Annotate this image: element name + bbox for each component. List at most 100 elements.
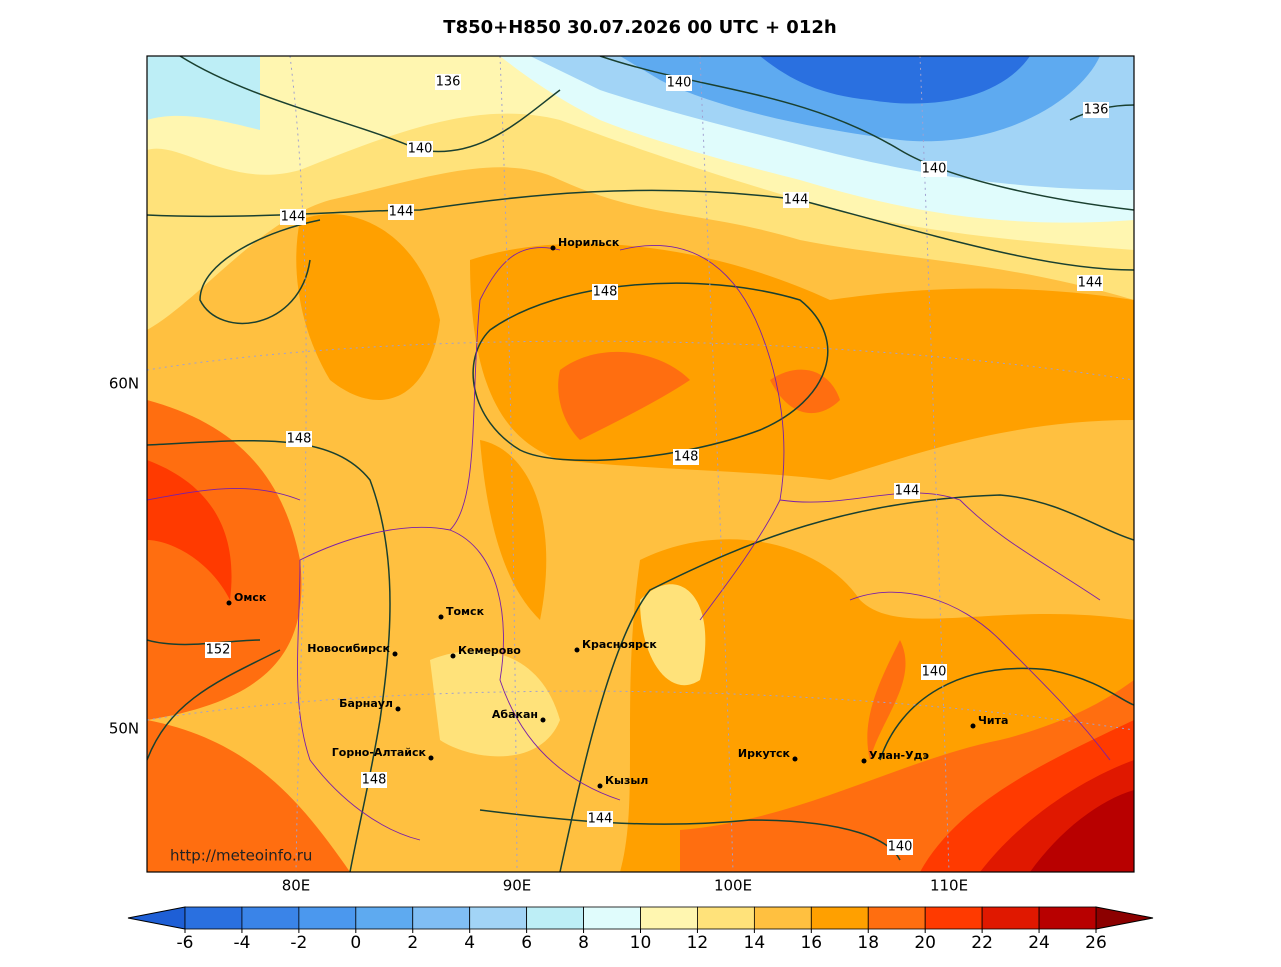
city-dot [861,758,867,764]
contour-label-bg [1083,102,1109,118]
colorbar-arrow-low [127,906,186,930]
colorbar-bin [583,906,641,930]
contour-label-bg [407,141,433,157]
lat-label: 60N [109,375,139,393]
colorbar-tick-label: 6 [521,933,532,953]
contour-label: 140 [667,76,692,91]
lat-label: 50N [109,720,139,738]
colorbar-tick-label: 18 [857,933,879,953]
contour-label: 140 [888,840,913,855]
colorbar-tick-label: 8 [578,933,589,953]
contour-label-bg [666,75,692,91]
city-dot [540,717,546,723]
lon-label: 110E [930,877,968,895]
contour-label-bg [887,839,913,855]
colorbar-bin [412,906,471,930]
city-dot [226,600,232,606]
contour-label-bg [280,209,306,225]
colorbar-tick-label: 10 [630,933,652,953]
city-label: Горно-Алтайск [332,746,427,759]
contour-label: 144 [895,484,920,499]
contour-label-bg [921,161,947,177]
city-label: Барнаул [339,697,393,710]
contour-label: 144 [588,812,613,827]
city-dot [792,756,798,762]
colorbar-arrow-high [1095,906,1154,930]
contour-label: 136 [1084,103,1109,118]
colorbar-bin [924,906,983,930]
contour-label-bg [894,483,920,499]
colorbar-tick-label: -4 [233,933,250,953]
city-dot [438,614,444,620]
contour-label-bg [205,642,231,658]
colorbar-tick-label: 4 [464,933,475,953]
colorbar-tick-label: 16 [800,933,822,953]
city-label: Чита [978,714,1008,727]
contour-label-bg [388,204,414,220]
field [147,56,1134,872]
colorbar-tick-label: 0 [350,933,361,953]
contour-label: 140 [922,162,947,177]
city-dot [395,706,401,712]
contour-label-bg [587,811,613,827]
colorbar-tick-label: 26 [1085,933,1107,953]
city-dot [392,651,398,657]
contour-label-bg [673,449,699,465]
lon-label: 100E [714,877,752,895]
contour-label: 144 [389,205,414,220]
city-label: Томск [446,605,485,618]
city-label: Кызыл [605,774,648,787]
contour-label: 144 [1078,276,1103,291]
colorbar-tick-label: 20 [914,933,936,953]
contour-label: 148 [287,432,312,447]
colorbar-tick-label: 22 [971,933,993,953]
contour-label: 144 [281,210,306,225]
colorbar-bin [867,906,926,930]
contour-label-bg [286,431,312,447]
city-dot [450,653,456,659]
city-dot [574,647,580,653]
lon-label: 90E [503,877,532,895]
contour-label-bg [783,192,809,208]
contour-label: 148 [674,450,699,465]
city-label: Иркутск [738,747,791,760]
colorbar-tick-label: 2 [407,933,418,953]
colorbar-bin [469,906,528,930]
colorbar-bin [526,906,584,930]
contour-label-bg [435,74,461,90]
contour-label: 152 [206,643,231,658]
city-dot [550,245,556,251]
colorbar-bin [753,906,812,930]
contour-label: 140 [922,665,947,680]
contour-label: 144 [784,193,809,208]
colorbar-bin [1038,906,1097,930]
colorbar-bin [298,906,357,930]
contour-label: 136 [436,75,461,90]
city-label: Абакан [492,708,538,721]
lon-label: 80E [282,877,311,895]
contour-label: 148 [593,285,618,300]
colorbar-bin [810,906,869,930]
city-dot [970,723,976,729]
colorbar-tick-label: 24 [1028,933,1050,953]
city-label: Красноярск [582,638,657,651]
contour-label-bg [361,772,387,788]
colorbar-bin [241,906,300,930]
city-label: Улан-Удэ [869,749,929,762]
contour-label: 140 [408,142,433,157]
city-label: Норильск [558,236,620,249]
contour-label: 148 [362,773,387,788]
colorbar-tick-label: 14 [744,933,766,953]
colorbar-tick-label: -6 [177,933,194,953]
contour-label-bg [592,284,618,300]
source-url: http://meteoinfo.ru [170,847,312,865]
colorbar-bin [981,906,1040,930]
contour-label-bg [921,664,947,680]
city-label: Омск [234,591,267,604]
city-label: Новосибирск [307,642,390,655]
colorbar-bin [184,906,243,930]
city-dot [428,755,434,761]
city-label: Кемерово [458,644,521,657]
colorbar-tick-label: -2 [290,933,307,953]
